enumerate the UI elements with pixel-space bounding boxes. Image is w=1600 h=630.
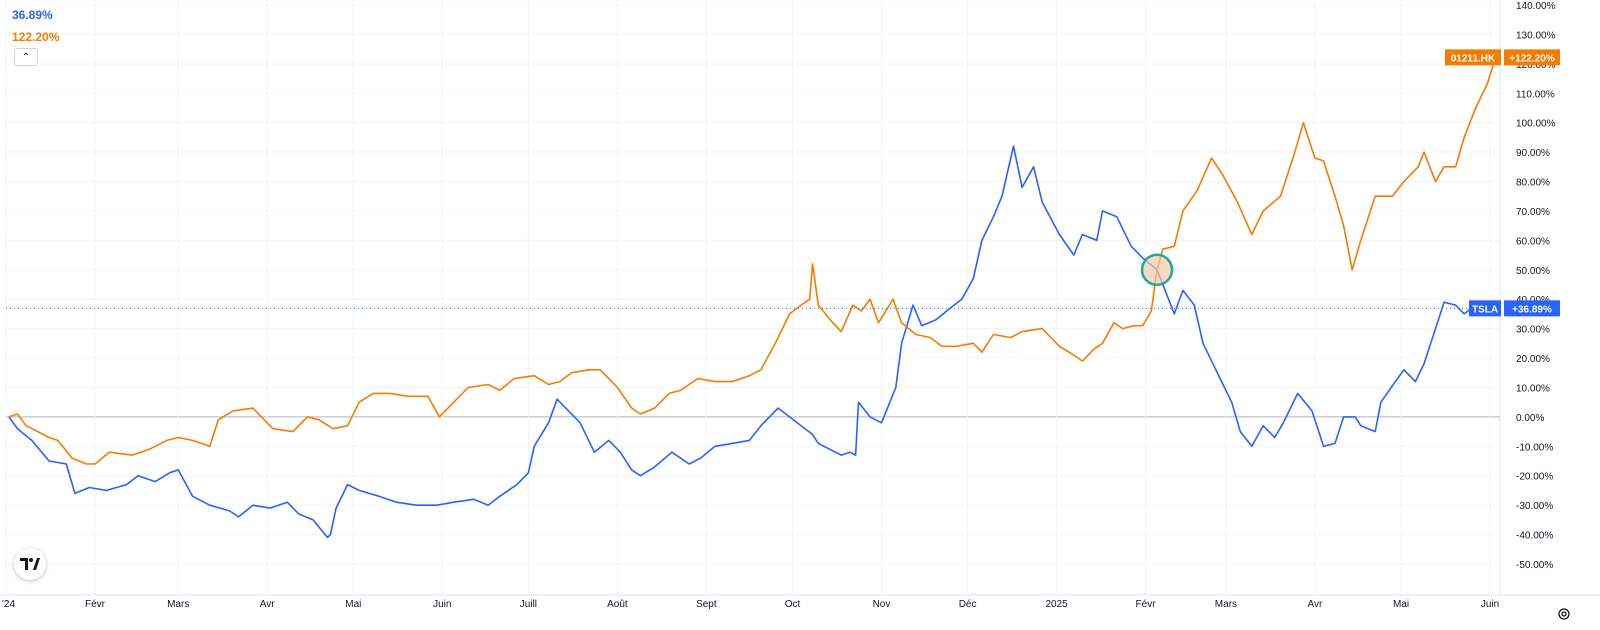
x-tick-label: Juin	[1481, 599, 1499, 610]
legend-collapse-button[interactable]: ⌃	[14, 48, 38, 66]
y-tick-label: 130.00%	[1516, 30, 1556, 41]
x-tick-label: Mai	[345, 599, 361, 610]
x-tick-label: 2025	[1045, 599, 1068, 610]
x-tick-label: Mai	[1393, 599, 1409, 610]
series-value-text-tsla: +36.89%	[1512, 304, 1552, 315]
x-tick-label: Févr	[1136, 599, 1157, 610]
x-tick-label: Févr	[85, 599, 106, 610]
series-lines	[6, 57, 1497, 539]
y-tick-label: 60.00%	[1516, 236, 1550, 247]
price-label-tsla: TSLA +36.89%	[1469, 300, 1560, 317]
x-tick-label: Sept	[696, 599, 717, 610]
series-name-text-tsla: TSLA	[1472, 304, 1498, 315]
y-tick-label: -30.00%	[1516, 501, 1553, 512]
y-tick-label: -50.00%	[1516, 560, 1553, 571]
y-tick-label: 110.00%	[1516, 89, 1555, 100]
chevron-up-icon: ⌃	[21, 51, 31, 63]
x-tick-label: Mars	[1215, 599, 1237, 610]
x-axis[interactable]: '24 Févr Mars Avr Mai Juin Juill Août Sept Oct Nov…	[2, 599, 1499, 610]
series-name-text-hk: 01211.HK	[1451, 53, 1496, 64]
y-tick-label: -20.00%	[1516, 472, 1553, 483]
x-tick-label: Oct	[785, 599, 801, 610]
series-value-tag-hk	[1504, 49, 1560, 66]
y-tick-label: -40.00%	[1516, 531, 1553, 542]
x-tick-label: Août	[607, 599, 628, 610]
tradingview-logo-icon[interactable]	[14, 548, 46, 580]
price-labels: 01211.HK +122.20% TSLA +36.89%	[1445, 49, 1560, 317]
series-line-tsla	[8, 145, 1482, 539]
series-value-text-hk: +122.20%	[1509, 53, 1554, 64]
y-axis[interactable]: 140.00%130.00%120.00%110.00%100.00%90.00…	[1516, 1, 1556, 571]
crossover-highlight	[1140, 253, 1174, 287]
x-tick-label: Avr	[1307, 599, 1322, 610]
legend-value-tsla: 36.89%	[12, 8, 53, 22]
y-tick-label: 20.00%	[1516, 354, 1550, 365]
x-tick-label: Mars	[167, 599, 189, 610]
series-name-tag-tsla	[1469, 300, 1501, 317]
grid-lines	[0, 0, 1600, 596]
y-tick-label: 0.00%	[1516, 413, 1544, 424]
x-tick-label: Juin	[433, 599, 451, 610]
x-tick-label: '24	[2, 599, 15, 610]
x-tick-label: Nov	[873, 599, 891, 610]
series-line-hk	[8, 57, 1497, 465]
y-tick-label: 140.00%	[1516, 1, 1556, 12]
y-tick-label: 70.00%	[1516, 207, 1550, 218]
y-tick-label: 90.00%	[1516, 148, 1550, 159]
series-value-tag-tsla	[1504, 300, 1560, 317]
series-name-tag-hk	[1445, 49, 1501, 66]
y-tick-label: -10.00%	[1516, 442, 1553, 453]
y-tick-label: 80.00%	[1516, 178, 1550, 189]
y-tick-label: 30.00%	[1516, 325, 1550, 336]
x-tick-label: Juill	[520, 599, 537, 610]
x-tick-label: Avr	[260, 599, 275, 610]
x-tick-label: Déc	[959, 599, 977, 610]
y-tick-label: 50.00%	[1516, 266, 1550, 277]
y-tick-label: 10.00%	[1516, 383, 1550, 394]
price-label-hk: 01211.HK +122.20%	[1445, 49, 1560, 66]
y-tick-label: 100.00%	[1516, 119, 1556, 130]
gear-icon[interactable]	[1556, 606, 1572, 622]
legend-value-hk: 122.20%	[12, 30, 60, 44]
